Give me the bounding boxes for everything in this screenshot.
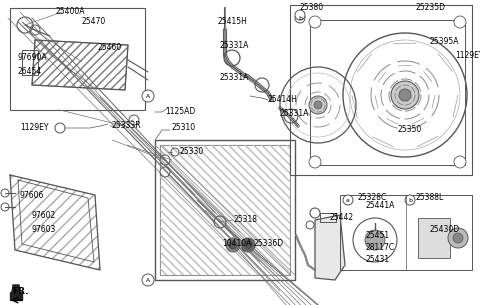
Bar	[310, 20, 465, 165]
Circle shape	[295, 10, 305, 20]
Text: FR.: FR.	[12, 286, 28, 296]
Text: A: A	[146, 94, 150, 99]
Bar	[22, 50, 38, 75]
Text: 25470: 25470	[82, 17, 106, 27]
Circle shape	[454, 156, 466, 168]
Circle shape	[226, 238, 240, 252]
Text: 26454: 26454	[18, 67, 42, 77]
Circle shape	[241, 238, 255, 252]
Text: 97690A: 97690A	[18, 52, 48, 62]
Text: 25331A: 25331A	[219, 74, 248, 82]
Text: b: b	[298, 16, 302, 20]
Text: 25441A: 25441A	[365, 200, 395, 210]
Text: 1129EY: 1129EY	[20, 124, 48, 132]
Text: 25310: 25310	[172, 123, 196, 131]
Text: 25333R: 25333R	[112, 121, 142, 131]
Text: 1129EY: 1129EY	[455, 51, 480, 59]
Circle shape	[448, 228, 468, 248]
Text: 10410A: 10410A	[222, 239, 252, 249]
Bar	[340, 195, 472, 270]
Text: 25431: 25431	[365, 254, 389, 264]
Circle shape	[405, 195, 415, 205]
Text: 25330: 25330	[180, 148, 204, 156]
Text: 25460: 25460	[97, 42, 121, 52]
Polygon shape	[10, 292, 22, 300]
Text: 1125AD: 1125AD	[165, 107, 195, 117]
Circle shape	[295, 13, 305, 23]
Circle shape	[229, 241, 237, 249]
Text: 25400A: 25400A	[55, 8, 84, 16]
Bar	[290, 5, 472, 175]
Text: 25388L: 25388L	[415, 192, 443, 202]
Text: 25395A: 25395A	[430, 38, 459, 46]
Text: 25380: 25380	[300, 3, 324, 13]
Text: b: b	[408, 198, 412, 203]
Polygon shape	[315, 215, 345, 280]
Bar	[155, 140, 295, 280]
Bar	[320, 213, 336, 222]
Circle shape	[310, 208, 320, 218]
Text: 25331A: 25331A	[280, 109, 310, 117]
Circle shape	[343, 195, 353, 205]
Text: 97606: 97606	[20, 191, 44, 199]
Text: 97603: 97603	[32, 225, 56, 235]
Text: 25318: 25318	[233, 214, 257, 224]
Text: 25350: 25350	[398, 125, 422, 135]
Text: 25415H: 25415H	[218, 17, 248, 27]
Circle shape	[453, 233, 463, 243]
Bar	[160, 145, 290, 275]
Circle shape	[309, 96, 327, 114]
Circle shape	[391, 81, 419, 109]
Text: a: a	[346, 198, 350, 203]
Text: A: A	[146, 278, 150, 282]
Text: 25328C: 25328C	[358, 192, 387, 202]
Text: 25235D: 25235D	[415, 3, 445, 13]
Circle shape	[314, 101, 322, 109]
Text: 25442: 25442	[330, 214, 354, 223]
Text: 25336D: 25336D	[254, 239, 284, 249]
Bar	[418, 218, 450, 258]
Circle shape	[214, 216, 226, 228]
Bar	[10, 8, 145, 110]
Circle shape	[309, 16, 321, 28]
Circle shape	[309, 156, 321, 168]
Circle shape	[365, 230, 385, 250]
Text: 25451: 25451	[365, 231, 389, 239]
Circle shape	[244, 241, 252, 249]
Text: 97602: 97602	[32, 210, 56, 220]
Circle shape	[160, 155, 170, 165]
Text: 25430D: 25430D	[430, 225, 460, 235]
Circle shape	[142, 274, 154, 286]
Text: 28117C: 28117C	[365, 242, 394, 252]
Text: 25414H: 25414H	[268, 95, 298, 105]
Circle shape	[142, 90, 154, 102]
Circle shape	[160, 167, 170, 177]
Circle shape	[454, 16, 466, 28]
Text: 25331A: 25331A	[219, 41, 248, 49]
Polygon shape	[12, 285, 20, 292]
Circle shape	[399, 89, 411, 101]
